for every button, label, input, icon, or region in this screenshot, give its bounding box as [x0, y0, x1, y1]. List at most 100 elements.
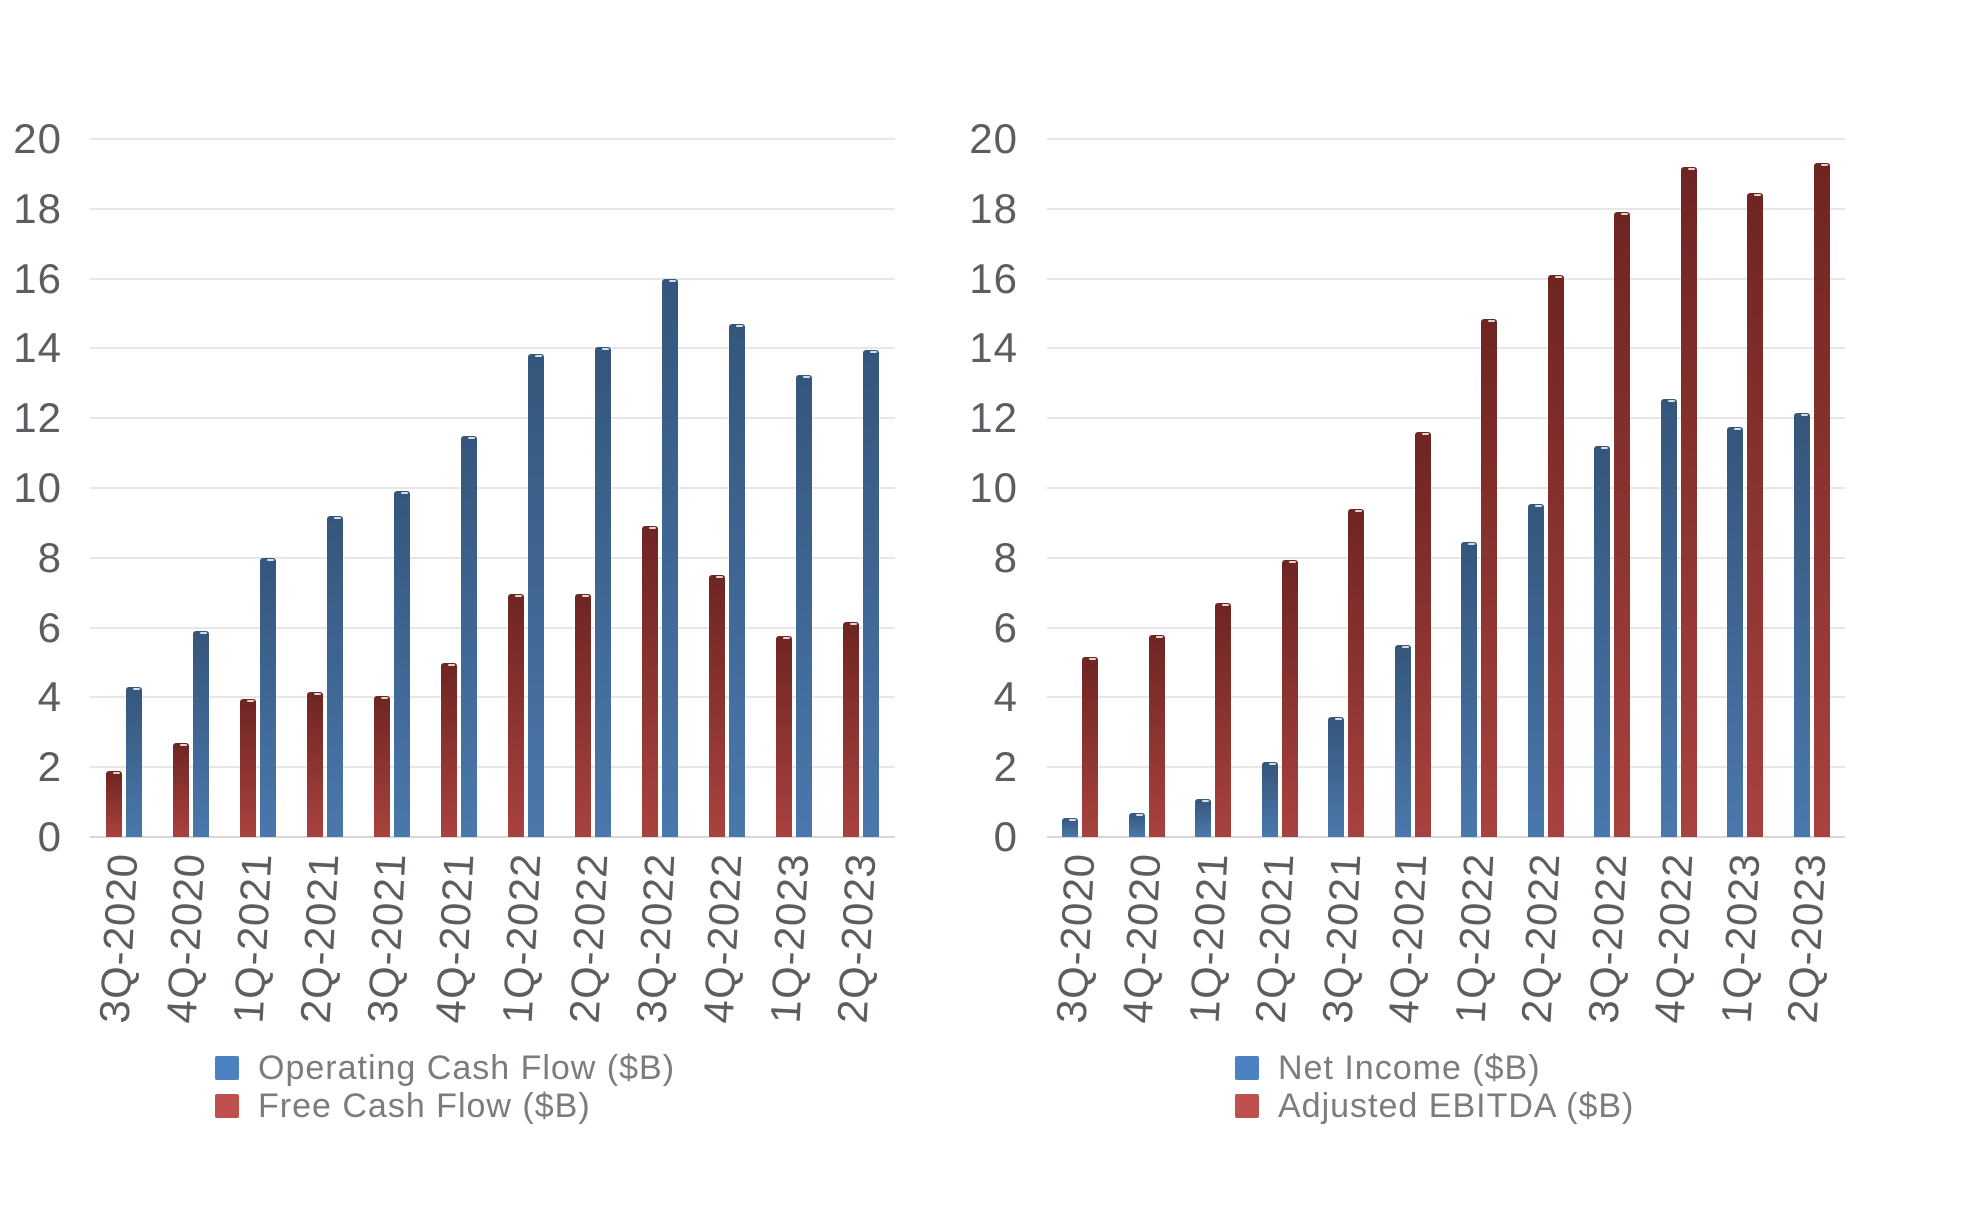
gridline-8: [1047, 556, 1845, 559]
bar-adjusted-ebitda-b-4Q-2022[interactable]: [1680, 166, 1697, 837]
y-tick-label-10: 10: [13, 464, 62, 511]
bar-operating-cash-flow-b-3Q-2020[interactable]: [125, 686, 142, 837]
y-tick-label-0: 0: [37, 813, 62, 860]
y-tick-label-10: 10: [969, 464, 1018, 511]
bar-net-income-b-1Q-2022[interactable]: [1461, 542, 1478, 837]
bar-adjusted-ebitda-b-2Q-2021[interactable]: [1281, 559, 1298, 837]
gridline-20: [1047, 138, 1845, 140]
y-tick-label-18: 18: [13, 184, 62, 232]
gridline-16: [90, 277, 895, 280]
x-tick-label-3Q-2022: 3Q-2022: [1579, 851, 1636, 1025]
bar-operating-cash-flow-b-4Q-2020[interactable]: [192, 631, 209, 837]
bar-free-cash-flow-b-1Q-2022[interactable]: [508, 594, 525, 837]
bar-operating-cash-flow-b-4Q-2021[interactable]: [460, 435, 477, 837]
bar-net-income-b-3Q-2021[interactable]: [1328, 716, 1345, 837]
bar-operating-cash-flow-b-3Q-2021[interactable]: [393, 491, 410, 837]
gridline-10: [1047, 487, 1845, 489]
bar-operating-cash-flow-b-4Q-2022[interactable]: [729, 323, 746, 837]
bar-adjusted-ebitda-b-3Q-2020[interactable]: [1082, 657, 1099, 837]
bar-operating-cash-flow-b-1Q-2023[interactable]: [796, 374, 813, 837]
y-tick-label-12: 12: [969, 394, 1018, 442]
y-tick-label-4: 4: [993, 673, 1018, 721]
bar-free-cash-flow-b-3Q-2020[interactable]: [105, 770, 122, 837]
y-tick-label-16: 16: [969, 254, 1018, 302]
y-tick-label-18: 18: [969, 184, 1018, 232]
x-tick-label-1Q-2022: 1Q-2022: [1446, 851, 1503, 1025]
bar-net-income-b-1Q-2023[interactable]: [1727, 426, 1744, 837]
gridline-8: [90, 556, 895, 559]
x-tick-label-1Q-2021: 1Q-2021: [1180, 851, 1237, 1025]
legend-swatch-red-icon: [1235, 1094, 1259, 1118]
y-tick-label-14: 14: [969, 324, 1018, 372]
x-tick-label-4Q-2022: 4Q-2022: [1645, 851, 1702, 1025]
bar-net-income-b-2Q-2021[interactable]: [1261, 761, 1278, 837]
y-tick-label-16: 16: [13, 254, 62, 302]
bar-adjusted-ebitda-b-4Q-2021[interactable]: [1414, 432, 1431, 837]
axis-zero-line-0: [1047, 836, 1845, 838]
bar-adjusted-ebitda-b-1Q-2022[interactable]: [1481, 318, 1498, 837]
gridline-14: [1047, 347, 1845, 350]
bar-adjusted-ebitda-b-3Q-2022[interactable]: [1614, 212, 1631, 837]
income-ebitda-legend: Net Income ($B) Adjusted EBITDA ($B): [1235, 1049, 1634, 1125]
gridline-2: [1047, 766, 1845, 769]
bar-adjusted-ebitda-b-2Q-2023[interactable]: [1813, 163, 1830, 837]
bar-adjusted-ebitda-b-3Q-2021[interactable]: [1348, 508, 1365, 837]
bar-operating-cash-flow-b-2Q-2021[interactable]: [326, 515, 343, 837]
bar-operating-cash-flow-b-2Q-2022[interactable]: [595, 346, 612, 837]
y-tick-label-8: 8: [37, 533, 62, 581]
bar-adjusted-ebitda-b-4Q-2020[interactable]: [1148, 634, 1165, 837]
bar-net-income-b-4Q-2022[interactable]: [1660, 399, 1677, 837]
bar-free-cash-flow-b-2Q-2022[interactable]: [575, 594, 592, 837]
gridline-10: [90, 487, 895, 489]
bar-operating-cash-flow-b-1Q-2021[interactable]: [259, 557, 276, 837]
bar-net-income-b-4Q-2020[interactable]: [1128, 812, 1145, 837]
bar-operating-cash-flow-b-2Q-2023[interactable]: [863, 350, 880, 837]
y-tick-label-12: 12: [13, 394, 62, 442]
bar-free-cash-flow-b-2Q-2021[interactable]: [306, 692, 323, 837]
legend-label-adjusted-ebitda: Adjusted EBITDA ($B): [1278, 1086, 1635, 1125]
gridline-18: [1047, 207, 1845, 210]
x-tick-label-2Q-2021: 2Q-2021: [1246, 851, 1303, 1025]
cash-flow-legend: Operating Cash Flow ($B) Free Cash Flow …: [215, 1049, 675, 1125]
gridline-6: [90, 626, 895, 629]
bar-free-cash-flow-b-3Q-2022[interactable]: [642, 526, 659, 837]
x-tick-label-3Q-2020: 3Q-2020: [1047, 851, 1104, 1025]
bar-free-cash-flow-b-1Q-2021[interactable]: [239, 699, 256, 837]
legend-item-net-income[interactable]: Net Income ($B): [1235, 1049, 1634, 1087]
bar-operating-cash-flow-b-1Q-2022[interactable]: [528, 353, 545, 837]
bar-net-income-b-3Q-2022[interactable]: [1594, 446, 1611, 837]
gridline-18: [90, 207, 895, 210]
bar-net-income-b-1Q-2021[interactable]: [1195, 798, 1212, 837]
bar-operating-cash-flow-b-3Q-2022[interactable]: [662, 278, 679, 837]
y-tick-label-6: 6: [993, 603, 1018, 651]
bar-net-income-b-2Q-2023[interactable]: [1793, 412, 1810, 837]
bar-free-cash-flow-b-2Q-2023[interactable]: [843, 622, 860, 837]
bar-free-cash-flow-b-1Q-2023[interactable]: [776, 636, 793, 837]
bar-net-income-b-4Q-2021[interactable]: [1394, 645, 1411, 837]
axis-zero-line-0: [90, 836, 895, 838]
bar-adjusted-ebitda-b-2Q-2022[interactable]: [1547, 275, 1564, 837]
bar-free-cash-flow-b-4Q-2021[interactable]: [440, 662, 457, 837]
bar-net-income-b-3Q-2020[interactable]: [1062, 817, 1079, 837]
x-tick-label-2Q-2023: 2Q-2023: [1778, 851, 1835, 1025]
legend-swatch-blue-icon: [215, 1056, 239, 1080]
bar-net-income-b-2Q-2022[interactable]: [1527, 503, 1544, 837]
bar-adjusted-ebitda-b-1Q-2023[interactable]: [1747, 193, 1764, 837]
legend-label-operating-cash-flow: Operating Cash Flow ($B): [258, 1048, 676, 1087]
bar-free-cash-flow-b-4Q-2020[interactable]: [172, 742, 189, 837]
legend-item-free-cash-flow[interactable]: Free Cash Flow ($B): [215, 1087, 675, 1125]
bar-free-cash-flow-b-4Q-2022[interactable]: [709, 575, 726, 837]
y-tick-label-2: 2: [37, 743, 62, 791]
y-tick-label-20: 20: [13, 115, 62, 162]
x-tick-label-3Q-2021: 3Q-2021: [1313, 851, 1370, 1025]
legend-item-adjusted-ebitda[interactable]: Adjusted EBITDA ($B): [1235, 1087, 1634, 1125]
bar-free-cash-flow-b-3Q-2021[interactable]: [373, 695, 390, 837]
bar-adjusted-ebitda-b-1Q-2021[interactable]: [1215, 603, 1232, 837]
gridline-20: [90, 138, 895, 140]
x-tick-label-4Q-2020: 4Q-2020: [1113, 851, 1170, 1025]
x-tick-label-4Q-2021: 4Q-2021: [1379, 851, 1436, 1025]
legend-item-operating-cash-flow[interactable]: Operating Cash Flow ($B): [215, 1049, 675, 1087]
y-tick-label-6: 6: [37, 603, 62, 651]
